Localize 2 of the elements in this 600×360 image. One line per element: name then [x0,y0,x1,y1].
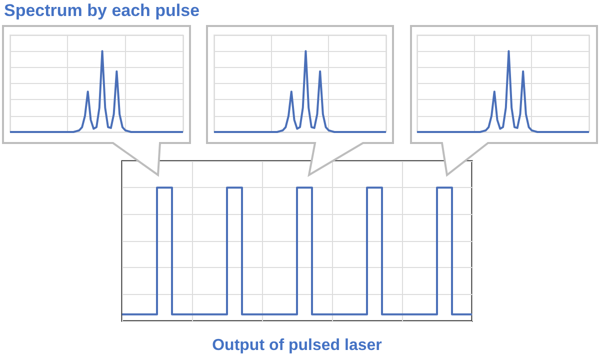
text: Output of pulsed laser [211,337,383,355]
chart-title: Spectrum by each pulse [4,1,200,21]
